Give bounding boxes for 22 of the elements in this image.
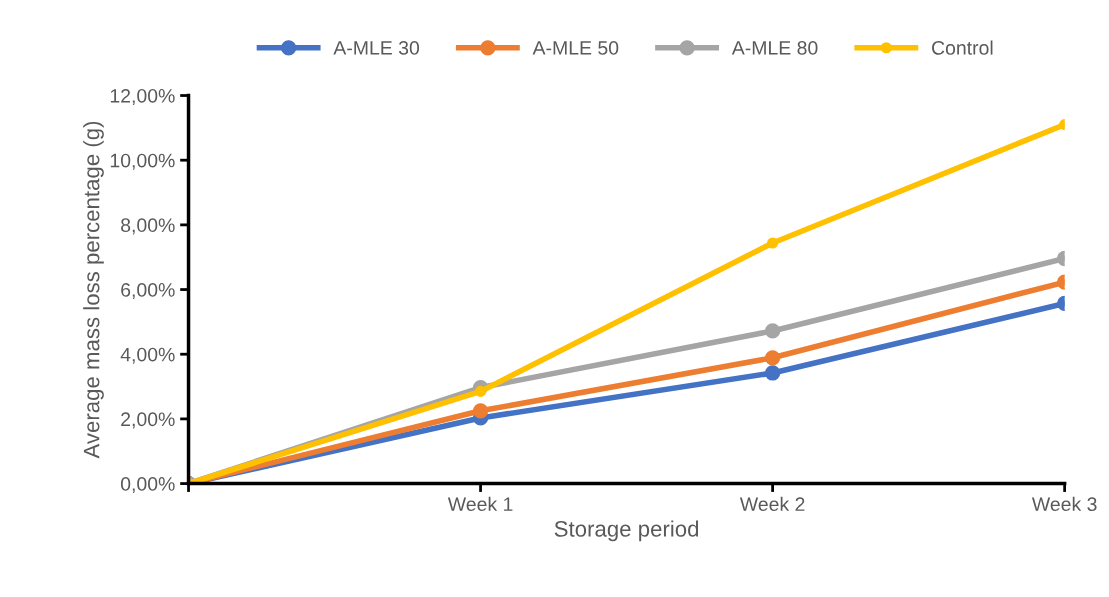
- point: [764, 323, 781, 339]
- y-tick-label: 6,00%: [121, 283, 175, 300]
- y-tick-label: 12,00%: [110, 88, 175, 106]
- point: [472, 403, 489, 419]
- y-tick-label: 2,00%: [121, 412, 175, 429]
- y-tick-label: 10,00%: [110, 153, 175, 170]
- legend-label: Control: [932, 40, 993, 55]
- point: [764, 350, 781, 366]
- legend-label: A-MLE 50: [532, 41, 619, 55]
- point: [767, 237, 779, 249]
- x-tick-label: Week 3: [1031, 496, 1097, 512]
- x-tick-label: Week 2: [739, 496, 805, 512]
- y-tick-label: 0,00%: [120, 477, 175, 494]
- legend-label: A-MLE 30: [333, 41, 420, 55]
- x-tick-label: Week 1: [447, 496, 513, 512]
- x-axis-title: Storage period: [554, 520, 699, 542]
- y-axis-title: Average mass loss percentage (g): [83, 121, 104, 459]
- point: [475, 385, 487, 397]
- legend-label: A-MLE 80: [731, 41, 818, 55]
- y-tick-label: 4,00%: [120, 347, 175, 364]
- point: [764, 365, 781, 381]
- y-tick-label: 8,00%: [121, 218, 175, 235]
